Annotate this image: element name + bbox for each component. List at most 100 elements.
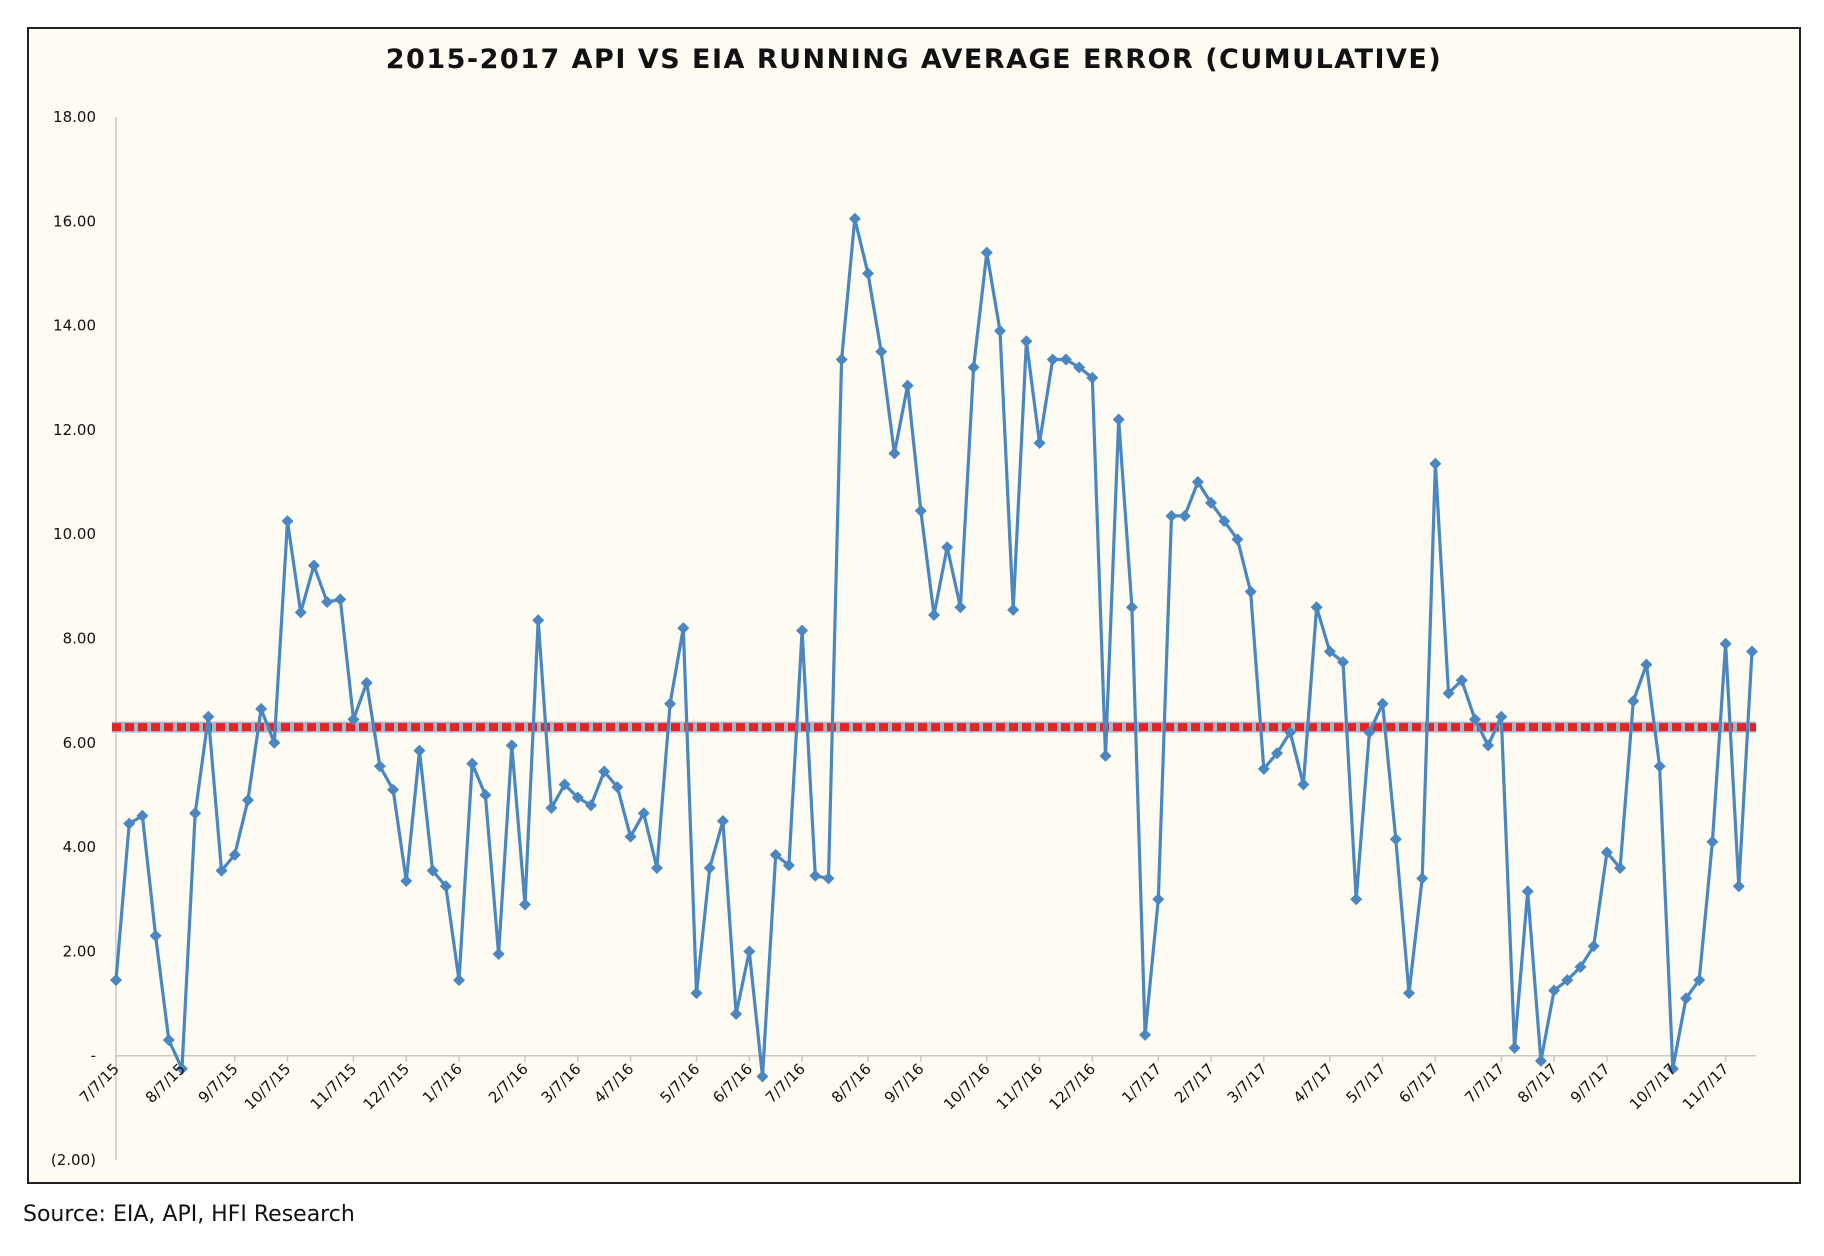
data-point <box>453 974 466 987</box>
data-point <box>519 898 531 911</box>
x-tick-label: 2/7/16 <box>485 1060 532 1107</box>
data-point <box>809 869 822 882</box>
data-point <box>1600 846 1613 859</box>
data-point <box>505 739 518 752</box>
y-tick-label: 6.00 <box>63 734 96 752</box>
data-point <box>347 713 360 726</box>
data-point <box>901 379 914 392</box>
data-point <box>255 702 268 715</box>
data-point <box>136 809 149 822</box>
data-point <box>782 859 795 872</box>
data-point <box>848 212 861 225</box>
y-tick-label: (2.00) <box>51 1151 96 1169</box>
data-point <box>1323 645 1336 658</box>
data-point <box>993 324 1006 337</box>
data-point <box>1389 833 1402 846</box>
x-tick-label: 8/7/17 <box>1514 1060 1561 1107</box>
data-point <box>1033 436 1046 449</box>
y-tick-label: 14.00 <box>53 317 96 335</box>
data-point <box>1719 637 1732 650</box>
data-point <box>1139 1028 1152 1041</box>
data-point <box>914 504 927 517</box>
data-point <box>149 929 162 942</box>
data-point <box>1086 371 1099 384</box>
data-point <box>624 830 637 843</box>
data-point <box>1152 893 1165 906</box>
data-point <box>1614 861 1627 874</box>
data-point <box>1020 335 1033 348</box>
data-point <box>545 801 558 814</box>
data-point <box>584 799 597 812</box>
data-point <box>123 817 136 830</box>
data-point <box>835 353 848 366</box>
data-point <box>321 595 334 608</box>
data-point <box>1429 457 1442 470</box>
data-point <box>1534 1054 1547 1067</box>
x-tick-label: 3/7/17 <box>1224 1060 1271 1107</box>
data-point <box>1640 658 1653 671</box>
y-tick-label: 18.00 <box>53 108 96 126</box>
data-point <box>1680 992 1693 1005</box>
data-point <box>730 1007 743 1020</box>
data-point <box>241 794 254 807</box>
data-point <box>1521 885 1534 898</box>
chart-frame <box>27 27 1801 1184</box>
y-tick-label: - <box>91 1047 96 1065</box>
data-point <box>1337 655 1349 668</box>
data-point <box>756 1070 769 1083</box>
data-point <box>439 880 452 893</box>
data-point <box>426 864 439 877</box>
data-point <box>1416 872 1429 885</box>
x-tick-label: 7/7/17 <box>1461 1060 1508 1107</box>
data-point <box>1666 1062 1679 1075</box>
y-tick-label: 8.00 <box>63 630 96 648</box>
data-point <box>307 559 320 572</box>
data-point <box>822 872 835 885</box>
data-point <box>532 614 545 627</box>
data-point <box>202 710 215 723</box>
data-point <box>400 874 413 887</box>
x-tick-label: 9/7/16 <box>881 1060 928 1107</box>
data-point <box>1706 835 1719 848</box>
data-point <box>1284 726 1297 739</box>
x-tick-label: 5/7/17 <box>1343 1060 1390 1107</box>
axes-layer <box>115 117 1756 1160</box>
data-point <box>1244 585 1257 598</box>
data-point <box>1099 749 1112 762</box>
data-point <box>875 345 888 358</box>
data-point <box>175 1062 188 1075</box>
data-point <box>1442 687 1455 700</box>
chart-title: 2015-2017 API VS EIA RUNNING AVERAGE ERR… <box>385 44 1443 75</box>
data-point <box>1746 645 1758 658</box>
x-tick-label: 8/7/16 <box>828 1060 875 1107</box>
data-point <box>294 606 307 619</box>
data-point <box>1693 974 1706 987</box>
data-point <box>941 541 954 554</box>
data-point <box>360 676 373 689</box>
data-point <box>954 601 967 614</box>
data-point <box>1482 739 1495 752</box>
data-point <box>1402 987 1415 1000</box>
x-tick-label: 6/7/16 <box>709 1060 756 1107</box>
x-tick-label: 10/7/16 <box>940 1060 994 1114</box>
data-point <box>1218 515 1231 528</box>
data-point <box>980 246 993 259</box>
x-tick-label: 3/7/16 <box>538 1060 585 1107</box>
data-point <box>1191 476 1204 489</box>
data-point <box>1165 509 1178 522</box>
data-point <box>479 788 492 801</box>
x-tick-label: 2/7/17 <box>1171 1060 1218 1107</box>
data-point <box>1376 697 1389 710</box>
data-point <box>677 622 690 635</box>
data-point <box>268 736 281 749</box>
data-point <box>637 807 650 820</box>
y-tick-label: 4.00 <box>63 838 96 856</box>
x-tick-label: 10/7/17 <box>1626 1060 1680 1114</box>
data-point <box>1257 762 1270 775</box>
data-point <box>1007 603 1020 616</box>
data-point <box>281 515 294 528</box>
x-tick-label: 4/7/17 <box>1290 1060 1337 1107</box>
x-tick-label: 6/7/17 <box>1395 1060 1442 1107</box>
x-tick-label: 5/7/16 <box>656 1060 703 1107</box>
data-point <box>1627 695 1640 708</box>
